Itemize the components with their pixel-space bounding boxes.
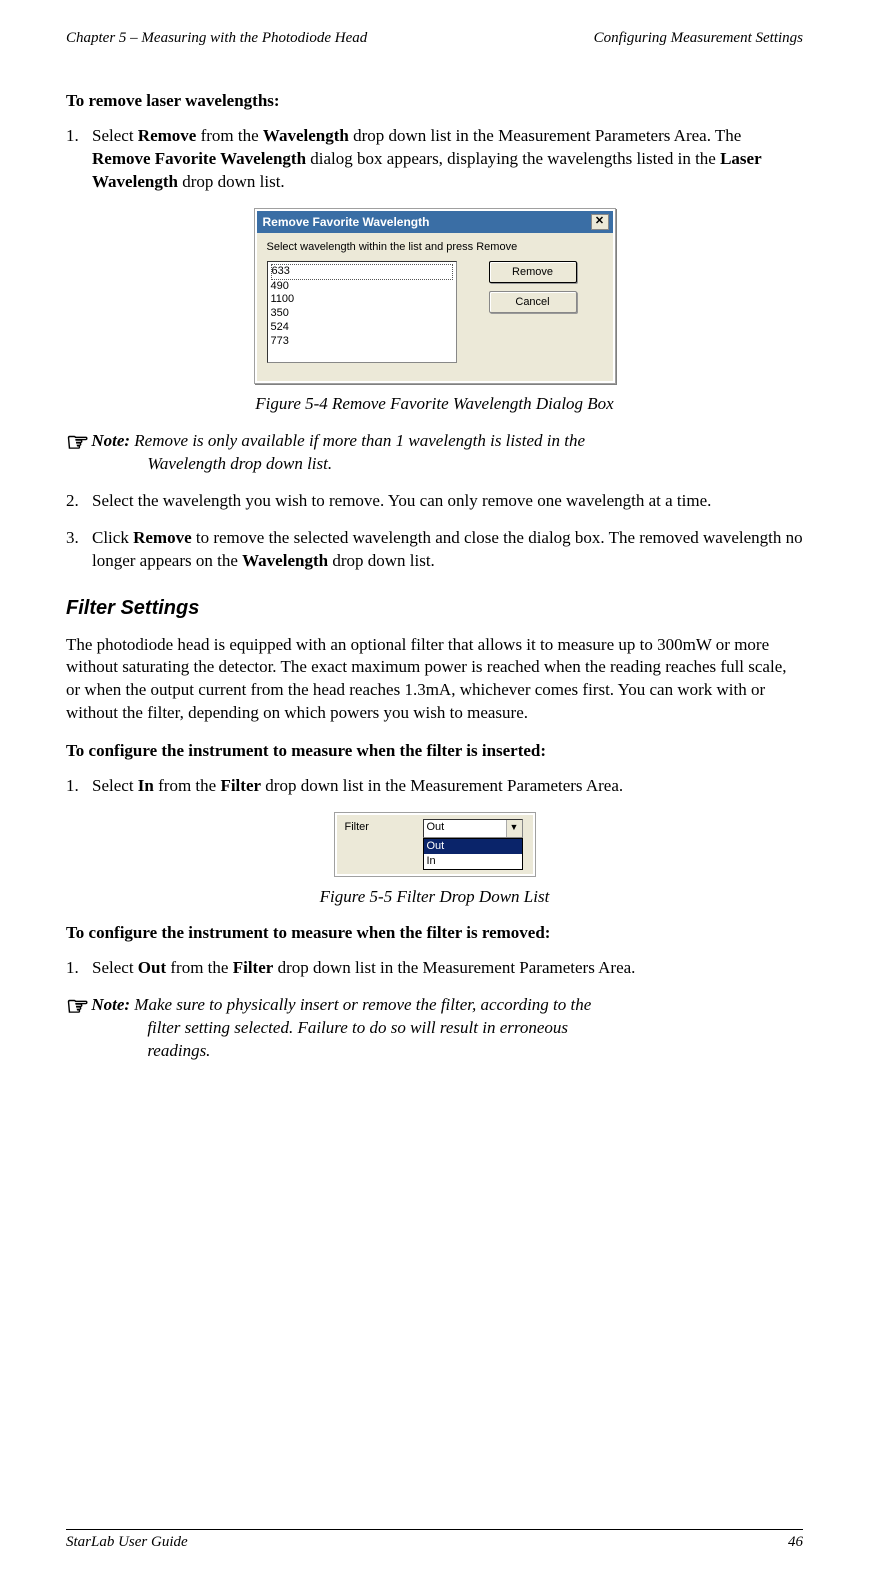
dialog-title-text: Remove Favorite Wavelength (263, 215, 430, 229)
filter-settings-heading: Filter Settings (66, 597, 803, 620)
filter-option-in[interactable]: In (424, 854, 522, 869)
filter-out-step-1-text: Select Out from the Filter drop down lis… (92, 957, 803, 980)
chevron-down-icon[interactable]: ▼ (506, 820, 522, 837)
note-icon: ☞ (66, 994, 91, 1063)
note-2-line1: Make sure to physically insert or remove… (130, 995, 591, 1014)
close-icon[interactable]: ✕ (591, 214, 609, 230)
step-1-number: 1. (66, 125, 92, 194)
dialog-buttons: Remove Cancel (489, 261, 577, 363)
footer-page-number: 46 (788, 1534, 803, 1551)
note-1-line2: Wavelength drop down list. (91, 453, 585, 476)
note-2: ☞ Note: Make sure to physically insert o… (66, 994, 803, 1063)
filter-dropdown-list: Out In (423, 838, 523, 870)
figure-5-4-frame: Remove Favorite Wavelength ✕ Select wave… (254, 208, 616, 384)
filter-out-step-1: 1. Select Out from the Filter drop down … (66, 957, 803, 980)
list-item[interactable]: 773 (271, 335, 289, 347)
note-1: ☞ Note: Remove is only available if more… (66, 430, 803, 476)
page-header: Chapter 5 – Measuring with the Photodiod… (66, 30, 803, 47)
section-filter-in-lead: To configure the instrument to measure w… (66, 741, 803, 761)
filter-out-step-1-number: 1. (66, 957, 92, 980)
step-2-number: 2. (66, 490, 92, 513)
note-2-line2: filter setting selected. Failure to do s… (91, 1017, 591, 1040)
list-item[interactable]: 633 (271, 264, 453, 280)
dialog-titlebar: Remove Favorite Wavelength ✕ (257, 211, 613, 233)
figure-5-5-frame: Filter Out ▼ Out In (334, 812, 536, 877)
note-1-line1: Remove is only available if more than 1 … (130, 431, 585, 450)
step-3-text: Click Remove to remove the selected wave… (92, 527, 803, 573)
list-item[interactable]: 350 (271, 307, 289, 319)
filter-selected[interactable]: Out ▼ (423, 819, 523, 838)
filter-in-step-1-number: 1. (66, 775, 92, 798)
step-2: 2. Select the wavelength you wish to rem… (66, 490, 803, 513)
filter-in-step-1: 1. Select In from the Filter drop down l… (66, 775, 803, 798)
page-footer: StarLab User Guide 46 (66, 1529, 803, 1551)
step-2-text: Select the wavelength you wish to remove… (92, 490, 803, 513)
figure-5-5-wrap: Filter Out ▼ Out In (66, 812, 803, 877)
figure-5-4-wrap: Remove Favorite Wavelength ✕ Select wave… (66, 208, 803, 384)
section-filter-out-lead: To configure the instrument to measure w… (66, 923, 803, 943)
filter-panel: Filter Out ▼ Out In (337, 815, 533, 874)
filter-selected-text: Out (424, 820, 506, 837)
footer-left: StarLab User Guide (66, 1534, 188, 1551)
dialog-instruction: Select wavelength within the list and pr… (267, 241, 603, 253)
note-2-label: Note: (91, 995, 130, 1014)
note-1-label: Note: (91, 431, 130, 450)
filter-in-step-1-text: Select In from the Filter drop down list… (92, 775, 803, 798)
filter-intro-paragraph: The photodiode head is equipped with an … (66, 634, 803, 726)
content-area: To remove laser wavelengths: 1. Select R… (66, 75, 803, 1509)
remove-button[interactable]: Remove (489, 261, 577, 283)
note-2-line3: readings. (91, 1040, 591, 1063)
step-1: 1. Select Remove from the Wavelength dro… (66, 125, 803, 194)
section-remove-lead: To remove laser wavelengths: (66, 91, 803, 111)
header-right: Configuring Measurement Settings (594, 30, 803, 47)
step-3: 3. Click Remove to remove the selected w… (66, 527, 803, 573)
filter-option-out[interactable]: Out (424, 839, 522, 854)
remove-wavelength-dialog: Remove Favorite Wavelength ✕ Select wave… (257, 211, 613, 381)
filter-field-label: Filter (345, 819, 423, 833)
note-icon: ☞ (66, 430, 91, 476)
filter-combobox[interactable]: Out ▼ Out In (423, 819, 523, 870)
wavelength-listbox[interactable]: 633 490 1100 350 524 773 (267, 261, 457, 363)
step-3-number: 3. (66, 527, 92, 573)
list-item[interactable]: 524 (271, 321, 289, 333)
header-left: Chapter 5 – Measuring with the Photodiod… (66, 30, 367, 47)
list-item[interactable]: 490 (271, 280, 289, 292)
step-1-text: Select Remove from the Wavelength drop d… (92, 125, 803, 194)
figure-5-4-caption: Figure 5-4 Remove Favorite Wavelength Di… (66, 394, 803, 414)
figure-5-5-caption: Figure 5-5 Filter Drop Down List (66, 887, 803, 907)
dialog-body: Select wavelength within the list and pr… (257, 233, 613, 381)
list-item[interactable]: 1100 (271, 293, 295, 305)
cancel-button[interactable]: Cancel (489, 291, 577, 313)
